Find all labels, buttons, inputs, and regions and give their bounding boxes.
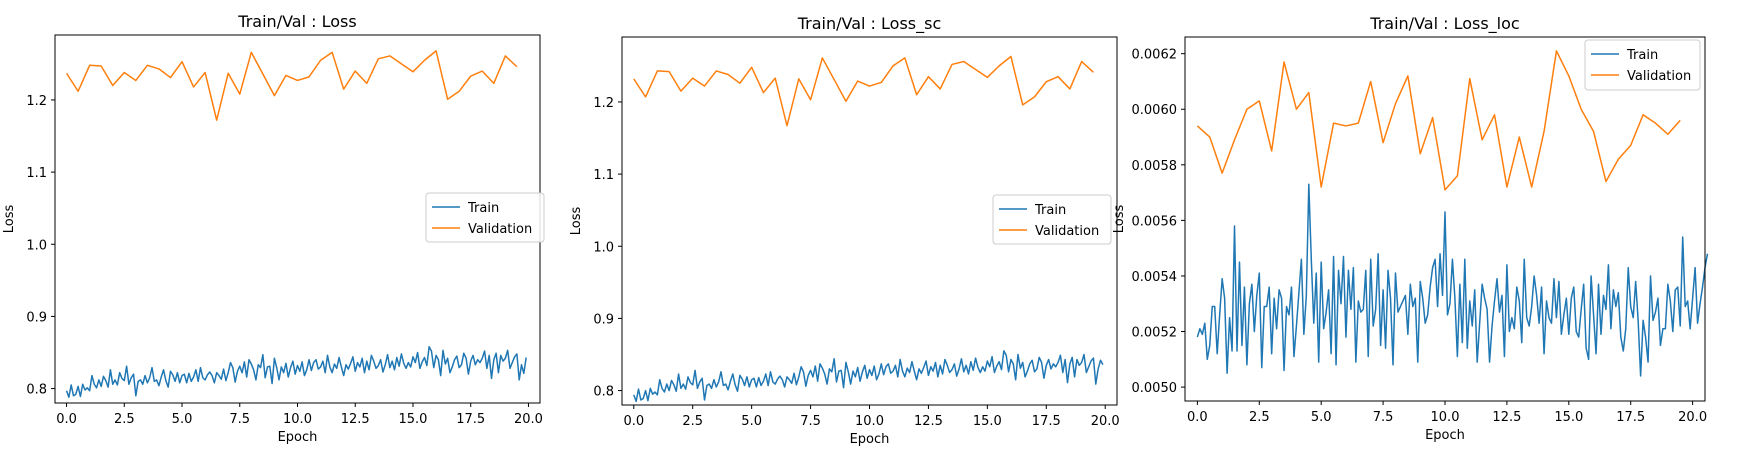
y-tick-label: 0.9 <box>26 310 47 325</box>
series-line-validation <box>65 50 518 121</box>
x-tick-label: 5.0 <box>172 412 193 427</box>
y-tick-label: 0.8 <box>26 383 47 398</box>
y-axis-label: Loss <box>1112 205 1127 234</box>
x-tick-label: 0.0 <box>623 414 644 429</box>
y-tick-label: 0.9 <box>593 312 614 327</box>
x-tick-label: 17.5 <box>1616 410 1645 425</box>
x-tick-label: 0.0 <box>1187 410 1208 425</box>
x-tick-label: 17.5 <box>456 412 485 427</box>
y-tick-label: 1.1 <box>593 168 614 183</box>
y-tick-label: 0.0056 <box>1132 214 1178 229</box>
x-tick-label: 5.0 <box>741 414 762 429</box>
y-tick-label: 0.0054 <box>1132 270 1178 285</box>
series-line-validation <box>1196 50 1681 191</box>
y-tick-label: 0.0060 <box>1132 103 1178 118</box>
y-axis-label: Loss <box>2 205 17 234</box>
legend-box <box>992 194 1112 245</box>
chart-loss-sc: 0.0 2.5 5.0 7.5 10.0 12.5 15.0 17.5 20.0 0.8 0.9 1.… <box>569 14 1120 447</box>
x-axis-label: Epoch <box>1425 428 1465 443</box>
y-tick-label: 1.2 <box>26 94 47 109</box>
y-tick-label: 1.0 <box>26 238 47 253</box>
y-axis-label: Loss <box>569 207 584 236</box>
y-tick-label: 0.8 <box>593 385 614 400</box>
legend-label-train: Train <box>1034 203 1066 218</box>
x-tick-label: 10.0 <box>855 414 884 429</box>
legend-box <box>425 192 545 243</box>
series-line-train <box>65 345 527 398</box>
legend-label-train: Train <box>1626 48 1658 63</box>
x-axis-label: Epoch <box>850 432 890 447</box>
chart-title: Train/Val : Loss_sc <box>797 14 942 34</box>
y-tick-label: 1.2 <box>593 96 614 111</box>
x-axis-label: Epoch <box>278 430 318 445</box>
x-tick-label: 5.0 <box>1311 410 1332 425</box>
x-tick-label: 2.5 <box>114 412 135 427</box>
chart-title: Train/Val : Loss <box>237 12 356 31</box>
x-tick-label: 7.5 <box>1373 410 1394 425</box>
x-tick-label: 12.5 <box>1492 410 1521 425</box>
y-tick-label: 1.1 <box>26 166 47 181</box>
x-tick-label: 10.0 <box>1431 410 1460 425</box>
x-tick-label: 15.0 <box>1554 410 1583 425</box>
x-tick-label: 12.5 <box>914 414 943 429</box>
y-tick-label: 0.0052 <box>1132 326 1178 341</box>
legend-label-validation: Validation <box>1627 69 1691 84</box>
x-tick-label: 12.5 <box>341 412 370 427</box>
x-tick-label: 15.0 <box>398 412 427 427</box>
chart-loss: 0.0 2.5 5.0 7.5 10.0 12.5 15.0 17.5 20.0 0.8 0.9 1.… <box>2 12 545 445</box>
x-tick-label: 15.0 <box>973 414 1002 429</box>
x-tick-label: 2.5 <box>682 414 703 429</box>
legend-label-validation: Validation <box>468 222 532 237</box>
x-tick-label: 20.0 <box>1091 414 1120 429</box>
x-tick-label: 17.5 <box>1032 414 1061 429</box>
series-line-validation <box>633 55 1094 127</box>
y-tick-label: 0.0062 <box>1132 48 1178 63</box>
y-tick-label: 0.0058 <box>1132 159 1178 174</box>
x-tick-label: 0.0 <box>56 412 77 427</box>
legend-label-train: Train <box>467 201 499 216</box>
x-tick-label: 20.0 <box>514 412 543 427</box>
chart-title: Train/Val : Loss_loc <box>1369 14 1519 34</box>
chart-loss-loc: 0.0 2.5 5.0 7.5 10.0 12.5 15.0 17.5 20.0 0.0050 0.… <box>1112 14 1709 443</box>
y-tick-label: 1.0 <box>593 240 614 255</box>
y-tick-label: 0.0050 <box>1132 381 1178 396</box>
series-line-train <box>1196 183 1709 377</box>
series-line-train <box>633 350 1104 403</box>
legend-label-validation: Validation <box>1035 224 1099 239</box>
legend-box <box>1584 39 1701 91</box>
x-tick-label: 7.5 <box>229 412 250 427</box>
x-tick-label: 20.0 <box>1678 410 1707 425</box>
x-tick-label: 10.0 <box>283 412 312 427</box>
x-tick-label: 7.5 <box>800 414 821 429</box>
x-tick-label: 2.5 <box>1249 410 1270 425</box>
